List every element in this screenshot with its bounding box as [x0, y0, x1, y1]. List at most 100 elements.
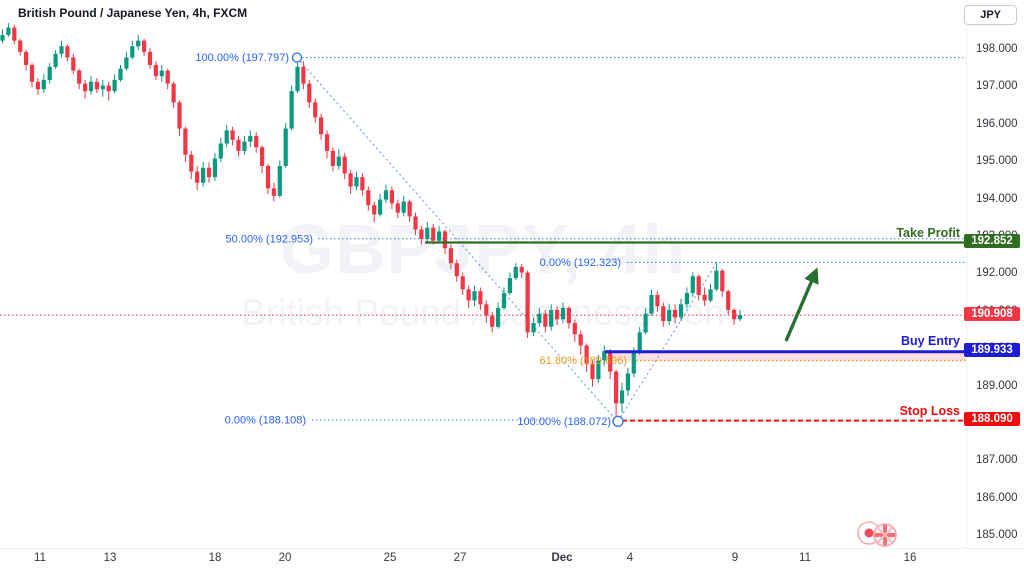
candle-down: [265, 165, 271, 189]
candle-down: [389, 190, 394, 204]
candle-down: [230, 130, 235, 140]
fib-handle[interactable]: [612, 415, 624, 428]
candle-down: [655, 294, 660, 307]
candle-up: [354, 177, 359, 187]
candle-up: [560, 308, 566, 320]
price-axis[interactable]: 198.000197.000196.000195.000194.000193.0…: [966, 0, 1024, 548]
candle-down: [555, 309, 560, 320]
candle-down: [732, 309, 737, 320]
fib-level-label: 0.00% (188.108): [225, 414, 306, 426]
entry-zone-band: [605, 351, 966, 361]
candle-up: [401, 201, 406, 213]
candle-down: [661, 306, 666, 322]
candle-up: [136, 40, 141, 47]
chart-pane[interactable]: GBPJPY, 4h British Pound / Japanese Yen …: [0, 0, 966, 548]
price-axis-label: 186.000: [976, 491, 1018, 504]
candle-up: [41, 79, 46, 90]
current-price-tag: 190.908: [964, 306, 1020, 321]
price-axis-label: 185.000: [976, 529, 1018, 542]
candle-down: [35, 81, 40, 90]
candle-up: [88, 81, 94, 92]
time-axis-label: 27: [453, 552, 467, 564]
candle-down: [330, 150, 335, 166]
fib-level-label: 100.00% (188.072): [517, 416, 611, 428]
stop-loss-label: Stop Loss: [899, 403, 960, 418]
price-axis-label: 187.000: [976, 454, 1018, 467]
candle-up: [714, 270, 719, 290]
candle-down: [696, 276, 701, 295]
candle-down: [407, 201, 412, 217]
time-axis-label: 9: [731, 552, 739, 564]
candle-up: [513, 266, 518, 279]
candle-down: [419, 229, 424, 239]
candle-up: [684, 293, 689, 305]
jpy-flag-dot: [864, 528, 874, 538]
candle-up: [59, 46, 64, 54]
bullish-arrow[interactable]: [784, 267, 819, 342]
candle-down: [307, 83, 312, 103]
fib-trendline-1[interactable]: [296, 57, 617, 421]
candle-down: [94, 81, 99, 90]
fib-level-label: 0.00% (192.323): [540, 257, 621, 269]
candle-up: [212, 158, 217, 178]
time-axis-label: 11: [799, 552, 811, 564]
fib-trendline-2[interactable]: [617, 262, 718, 422]
candle-down: [177, 102, 182, 129]
candle-up: [625, 373, 630, 391]
price-axis-label: 196.000: [976, 117, 1018, 130]
candle-up: [425, 227, 430, 239]
candle-down: [614, 371, 619, 404]
candle-up: [737, 315, 743, 320]
time-axis[interactable]: 11 13 18 20 25 27 Dec 4 9 11 16: [0, 548, 1024, 568]
time-axis-label: Dec: [551, 552, 573, 564]
candle-up: [242, 141, 247, 151]
candle-down: [413, 216, 418, 230]
candle-up: [6, 27, 11, 36]
candle-down: [673, 309, 678, 318]
candle-down: [590, 364, 595, 380]
candle-down: [466, 289, 471, 301]
candle-up: [667, 309, 672, 322]
candle-down: [142, 40, 147, 52]
candle-down: [195, 171, 200, 183]
candle-down: [254, 136, 259, 148]
candle-down: [153, 64, 158, 77]
price-axis-label: 189.000: [976, 379, 1018, 392]
candle-up: [649, 294, 654, 314]
candle-down: [372, 205, 377, 215]
candle-down: [366, 190, 371, 206]
take-profit-price-tag: 192.852: [964, 234, 1020, 249]
candle-up: [283, 128, 288, 166]
candle-down: [189, 154, 194, 172]
candle-up: [295, 66, 300, 92]
candle-up: [53, 53, 58, 67]
price-axis-label: 198.000: [976, 43, 1018, 55]
price-axis-label: 197.000: [976, 80, 1018, 93]
candle-up: [437, 231, 442, 241]
candle-up: [501, 293, 507, 309]
candle-down: [319, 117, 324, 135]
candle-up: [549, 309, 554, 327]
time-axis-label: 16: [903, 552, 917, 564]
chart-canvas[interactable]: 100.00% (197.797) 50.00% (192.953) 0.00% (…: [0, 0, 966, 548]
candle-up: [602, 351, 607, 361]
candle-down: [18, 40, 23, 52]
candle-down: [71, 57, 76, 71]
candle-down: [484, 304, 489, 316]
time-axis-label: 4: [626, 552, 634, 564]
currency-button[interactable]: JPY: [964, 5, 1017, 25]
candle-up: [643, 313, 648, 333]
candle-down: [572, 323, 577, 335]
time-axis-label: 25: [383, 552, 397, 564]
candle-down: [608, 351, 613, 372]
candle-down: [171, 83, 176, 103]
candle-up: [472, 291, 477, 301]
candle-up: [496, 308, 501, 327]
candle-down: [702, 294, 707, 301]
candle-up: [112, 79, 117, 92]
time-axis-label: 13: [103, 552, 117, 564]
fib-handle[interactable]: [291, 52, 303, 63]
symbol-title[interactable]: British Pound / Japanese Yen, 4h, FXCM: [18, 6, 248, 20]
candle-up: [708, 289, 713, 301]
candle-down: [236, 139, 241, 151]
